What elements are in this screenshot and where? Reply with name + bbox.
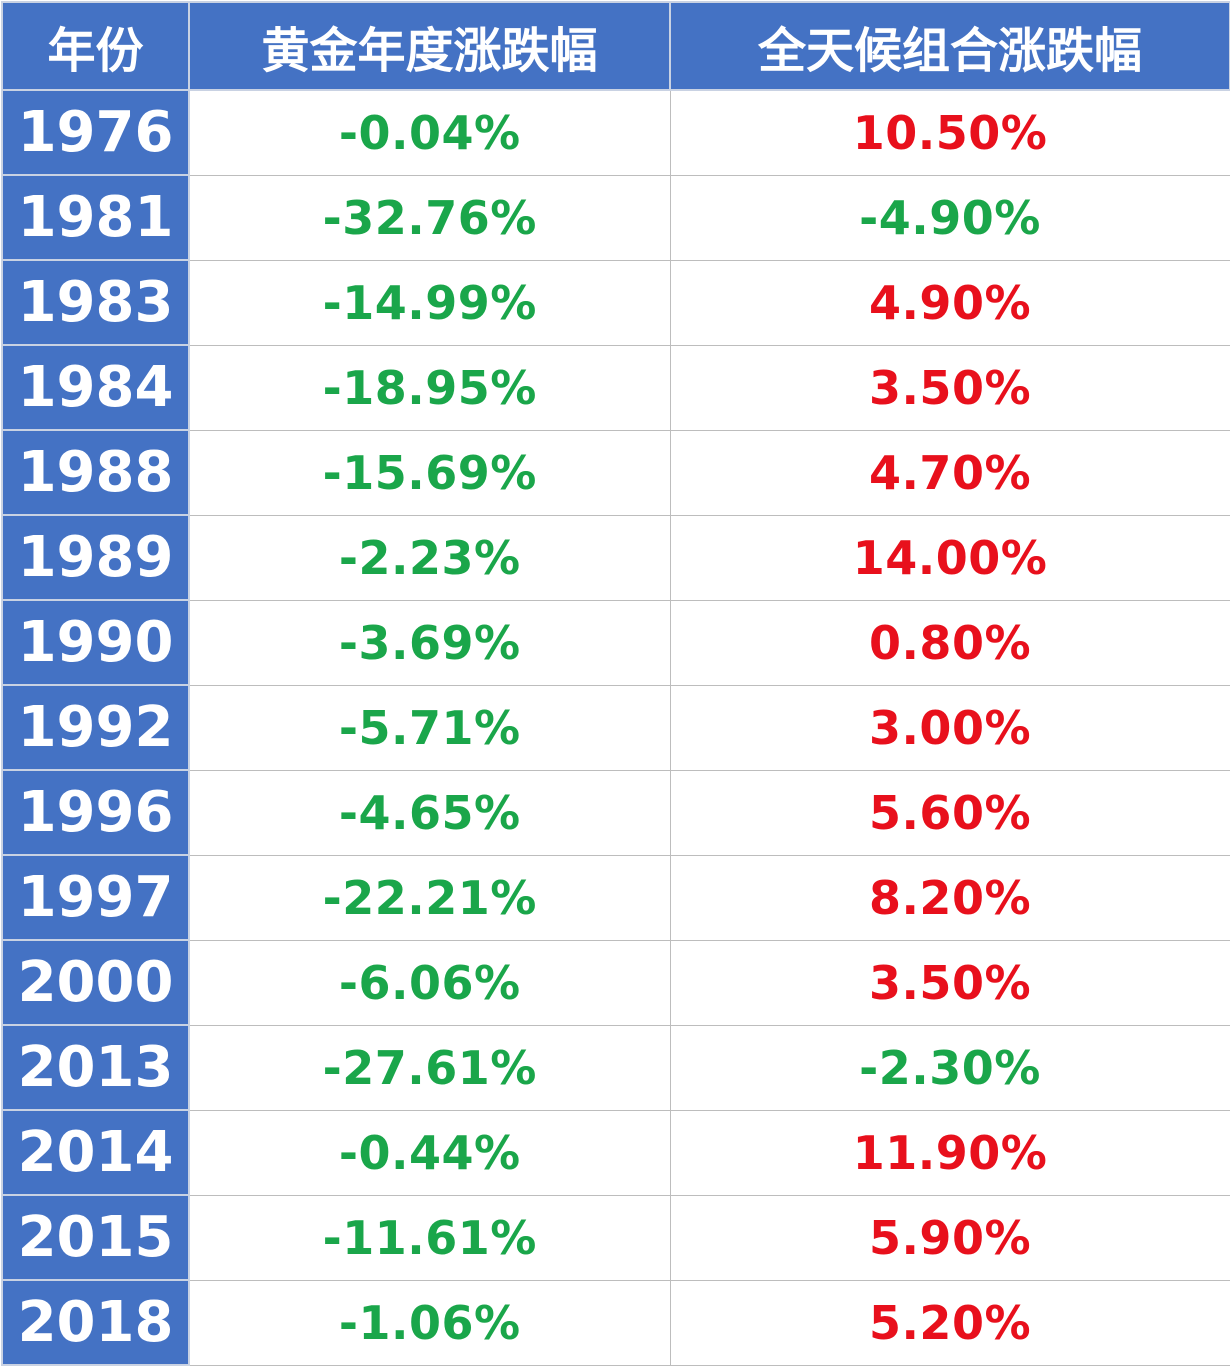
table-row: 1990 -3.69% 0.80% — [1, 599, 1230, 686]
allweather-change-value: 14.00% — [852, 530, 1048, 585]
gold-change-value: -6.06% — [338, 955, 521, 1010]
table-row: 1984 -18.95% 3.50% — [1, 344, 1230, 431]
allweather-change-value: 3.00% — [868, 700, 1032, 755]
year-cell: 1988 — [1, 429, 190, 516]
allweather-change-cell: 11.90% — [669, 1109, 1230, 1196]
gold-change-value: -2.23% — [338, 530, 521, 585]
gold-change-cell: -22.21% — [188, 854, 671, 941]
allweather-change-cell: 4.70% — [669, 429, 1230, 516]
year-cell: 1981 — [1, 174, 190, 261]
table-row: 1988 -15.69% 4.70% — [1, 429, 1230, 516]
year-cell: 2015 — [1, 1194, 190, 1281]
allweather-change-cell: -4.90% — [669, 174, 1230, 261]
gold-change-value: -18.95% — [322, 360, 537, 415]
year-cell: 1989 — [1, 514, 190, 601]
allweather-change-value: 4.90% — [868, 275, 1032, 330]
year-cell: 1990 — [1, 599, 190, 686]
gold-change-cell: -3.69% — [188, 599, 671, 686]
header-gold-change: 黄金年度涨跌幅 — [188, 1, 671, 91]
year-cell: 2018 — [1, 1279, 190, 1366]
allweather-change-cell: 5.90% — [669, 1194, 1230, 1281]
allweather-change-cell: 10.50% — [669, 89, 1230, 176]
gold-change-value: -14.99% — [322, 275, 537, 330]
year-cell: 2000 — [1, 939, 190, 1026]
year-cell: 1992 — [1, 684, 190, 771]
allweather-change-value: -2.30% — [859, 1040, 1041, 1095]
gold-change-cell: -0.44% — [188, 1109, 671, 1196]
gold-change-cell: -6.06% — [188, 939, 671, 1026]
table-row: 2014 -0.44% 11.90% — [1, 1109, 1230, 1196]
year-cell: 1976 — [1, 89, 190, 176]
gold-change-value: -11.61% — [322, 1210, 537, 1265]
year-cell: 1996 — [1, 769, 190, 856]
allweather-change-value: 5.20% — [868, 1295, 1032, 1350]
table-row: 2000 -6.06% 3.50% — [1, 939, 1230, 1026]
table-row: 1983 -14.99% 4.90% — [1, 259, 1230, 346]
gold-change-value: -22.21% — [322, 870, 537, 925]
gold-change-cell: -1.06% — [188, 1279, 671, 1366]
gold-change-value: -4.65% — [338, 785, 521, 840]
allweather-change-value: 10.50% — [852, 105, 1048, 160]
gold-change-cell: -2.23% — [188, 514, 671, 601]
header-year: 年份 — [1, 1, 190, 91]
allweather-change-value: 0.80% — [868, 615, 1032, 670]
header-row: 年份 黄金年度涨跌幅 全天候组合涨跌幅 — [1, 1, 1230, 91]
year-cell: 1984 — [1, 344, 190, 431]
allweather-change-cell: 3.00% — [669, 684, 1230, 771]
allweather-change-value: 11.90% — [852, 1125, 1048, 1180]
gold-change-value: -0.44% — [338, 1125, 521, 1180]
gold-change-value: -15.69% — [322, 445, 537, 500]
table-row: 1992 -5.71% 3.00% — [1, 684, 1230, 771]
gold-change-value: -27.61% — [322, 1040, 537, 1095]
header-allweather-change: 全天候组合涨跌幅 — [669, 1, 1230, 91]
gold-change-cell: -15.69% — [188, 429, 671, 516]
table-row: 1989 -2.23% 14.00% — [1, 514, 1230, 601]
allweather-change-value: 4.70% — [868, 445, 1032, 500]
gold-change-cell: -14.99% — [188, 259, 671, 346]
gold-change-cell: -32.76% — [188, 174, 671, 261]
gold-change-value: -5.71% — [338, 700, 521, 755]
year-cell: 1983 — [1, 259, 190, 346]
gold-change-cell: -4.65% — [188, 769, 671, 856]
gold-change-value: -32.76% — [322, 190, 537, 245]
gold-change-cell: -11.61% — [188, 1194, 671, 1281]
gold-change-value: -3.69% — [338, 615, 521, 670]
allweather-change-cell: 3.50% — [669, 344, 1230, 431]
table-row: 1996 -4.65% 5.60% — [1, 769, 1230, 856]
allweather-change-value: -4.90% — [859, 190, 1041, 245]
allweather-change-value: 5.90% — [868, 1210, 1032, 1265]
allweather-change-cell: 5.60% — [669, 769, 1230, 856]
allweather-change-cell: 4.90% — [669, 259, 1230, 346]
allweather-change-cell: -2.30% — [669, 1024, 1230, 1111]
allweather-change-cell: 3.50% — [669, 939, 1230, 1026]
year-cell: 1997 — [1, 854, 190, 941]
allweather-change-cell: 0.80% — [669, 599, 1230, 686]
gold-change-cell: -0.04% — [188, 89, 671, 176]
gold-change-cell: -18.95% — [188, 344, 671, 431]
allweather-change-cell: 8.20% — [669, 854, 1230, 941]
year-cell: 2014 — [1, 1109, 190, 1196]
allweather-change-value: 3.50% — [868, 360, 1032, 415]
allweather-change-value: 5.60% — [868, 785, 1032, 840]
allweather-change-value: 8.20% — [868, 870, 1032, 925]
table-row: 1976 -0.04% 10.50% — [1, 89, 1230, 176]
allweather-change-cell: 5.20% — [669, 1279, 1230, 1366]
gold-change-cell: -27.61% — [188, 1024, 671, 1111]
table-row: 1997 -22.21% 8.20% — [1, 854, 1230, 941]
table-row: 1981 -32.76% -4.90% — [1, 174, 1230, 261]
gold-change-cell: -5.71% — [188, 684, 671, 771]
table-row: 2013 -27.61% -2.30% — [1, 1024, 1230, 1111]
table-row: 2015 -11.61% 5.90% — [1, 1194, 1230, 1281]
year-cell: 2013 — [1, 1024, 190, 1111]
gold-change-value: -1.06% — [338, 1295, 521, 1350]
table-row: 2018 -1.06% 5.20% — [1, 1279, 1230, 1366]
allweather-change-value: 3.50% — [868, 955, 1032, 1010]
allweather-change-cell: 14.00% — [669, 514, 1230, 601]
gold-change-value: -0.04% — [338, 105, 521, 160]
